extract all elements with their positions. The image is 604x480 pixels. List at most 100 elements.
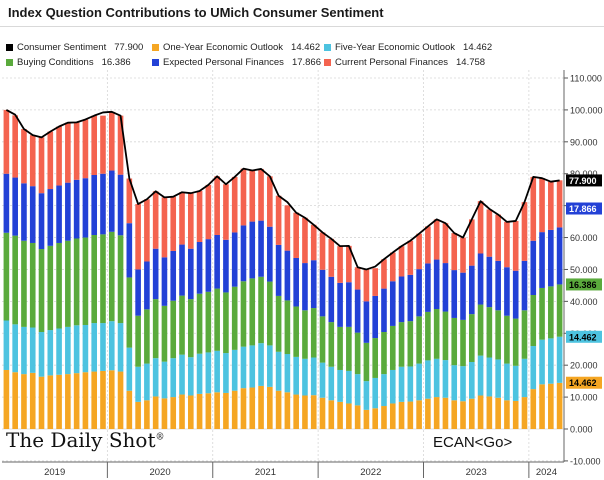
chart-title: Index Question Contributions to UMich Co… [8,5,384,20]
bar-segment [73,373,80,429]
bar-segment [231,232,238,287]
bar-segment [416,316,422,364]
bar-segment [56,328,62,375]
bar-segment [293,356,299,395]
bar-segment [117,323,124,372]
bar-segment [47,245,54,331]
bar-segment [275,244,282,296]
bar-segment [381,288,387,332]
bar-segment [170,397,177,429]
bar-segment [442,360,449,398]
last-value-text: 14.462 [569,332,597,342]
bar-segment [512,318,519,366]
bar-segment [29,327,36,373]
bar-segment [187,395,194,429]
bar-segment [223,184,229,240]
bar-segment [337,401,343,429]
bar-segment [556,382,563,429]
bar-segment [73,325,80,374]
bar-segment [425,263,431,312]
legend-item-one-year-outlook: One-Year Economic Outlook 14.462 [152,42,320,53]
bar-segment [56,185,62,243]
bar-segment [223,239,229,293]
bar-segment [504,221,510,268]
bar-segment [477,395,484,429]
bar-segment [214,350,220,393]
bar-segment [231,176,238,233]
bar-segment [47,131,54,190]
bar-segment [47,375,54,429]
bar-segment [530,346,537,390]
bar-segment [530,176,537,241]
bar-segment [548,286,554,339]
bar-segment [82,119,89,179]
y-tick-label: 60.000 [570,233,598,243]
bar-segment [100,234,106,324]
bar-segment [328,400,335,429]
last-value-tag [566,278,602,291]
x-tick-label: 2023 [466,467,487,478]
bar-segment [108,170,115,232]
bar-segment [486,307,493,358]
bar-segment [354,374,361,406]
bar-segment [29,135,36,187]
bar-segment [416,363,422,401]
bar-segment [231,286,238,350]
bar-segment [398,401,405,429]
bar-segment [389,369,396,404]
bar-segment [56,126,62,186]
bar-segment [337,246,343,283]
bar-segment [170,300,177,359]
bar-segment [117,371,124,429]
y-tick-label: 10.000 [570,393,598,403]
bar-segment [267,226,273,282]
bar-segment [144,363,150,401]
bar-segment [389,252,396,282]
bar-segment [258,343,264,386]
last-value-tag [566,174,602,187]
bar-segment [512,365,519,401]
legend-item-current-personal-finances: Current Personal Finances 14.758 [324,57,485,68]
bar-segment [416,269,422,317]
bar-segment [126,178,133,224]
bar-segment [21,240,27,327]
bar-segment [126,347,133,391]
bar-segment [214,176,220,235]
bar-segment [495,260,501,311]
bar-segment [100,323,106,371]
bar-segment [425,311,431,361]
bar-segment [170,358,177,398]
bar-segment [310,308,317,358]
bar-segment [504,363,510,401]
x-tick-label: 2020 [149,467,170,478]
bar-segment [65,182,71,241]
bar-segment [363,381,370,410]
bar-segment [100,173,106,235]
bar-segment [56,242,62,329]
bar-segment [468,265,475,315]
bar-segment [187,193,194,249]
bar-segment [249,278,256,346]
bar-segment [433,219,440,260]
bar-segment [451,400,458,429]
legend-item-buying-conditions: Buying Conditions 16.386 [6,57,131,68]
bar-segment [407,401,414,429]
bar-segment [381,259,387,289]
bar-stacks [3,109,563,429]
bar-segment [302,358,308,396]
y-tick-label: 100.000 [570,105,603,115]
bar-segment [65,240,71,327]
bar-segment [144,199,150,262]
bar-segment [179,354,185,395]
bar-segment [389,281,396,326]
bar-segment [310,395,317,429]
legend-swatch [324,44,331,51]
bar-segment [328,238,335,277]
bar-segment [91,115,98,175]
bar-segment [29,242,36,328]
bar-segment [284,392,291,429]
legend-swatch [6,44,13,51]
legend-item-five-year-outlook: Five-Year Economic Outlook 14.462 [324,42,492,53]
bar-segment [293,306,299,357]
bar-segment [530,294,537,347]
